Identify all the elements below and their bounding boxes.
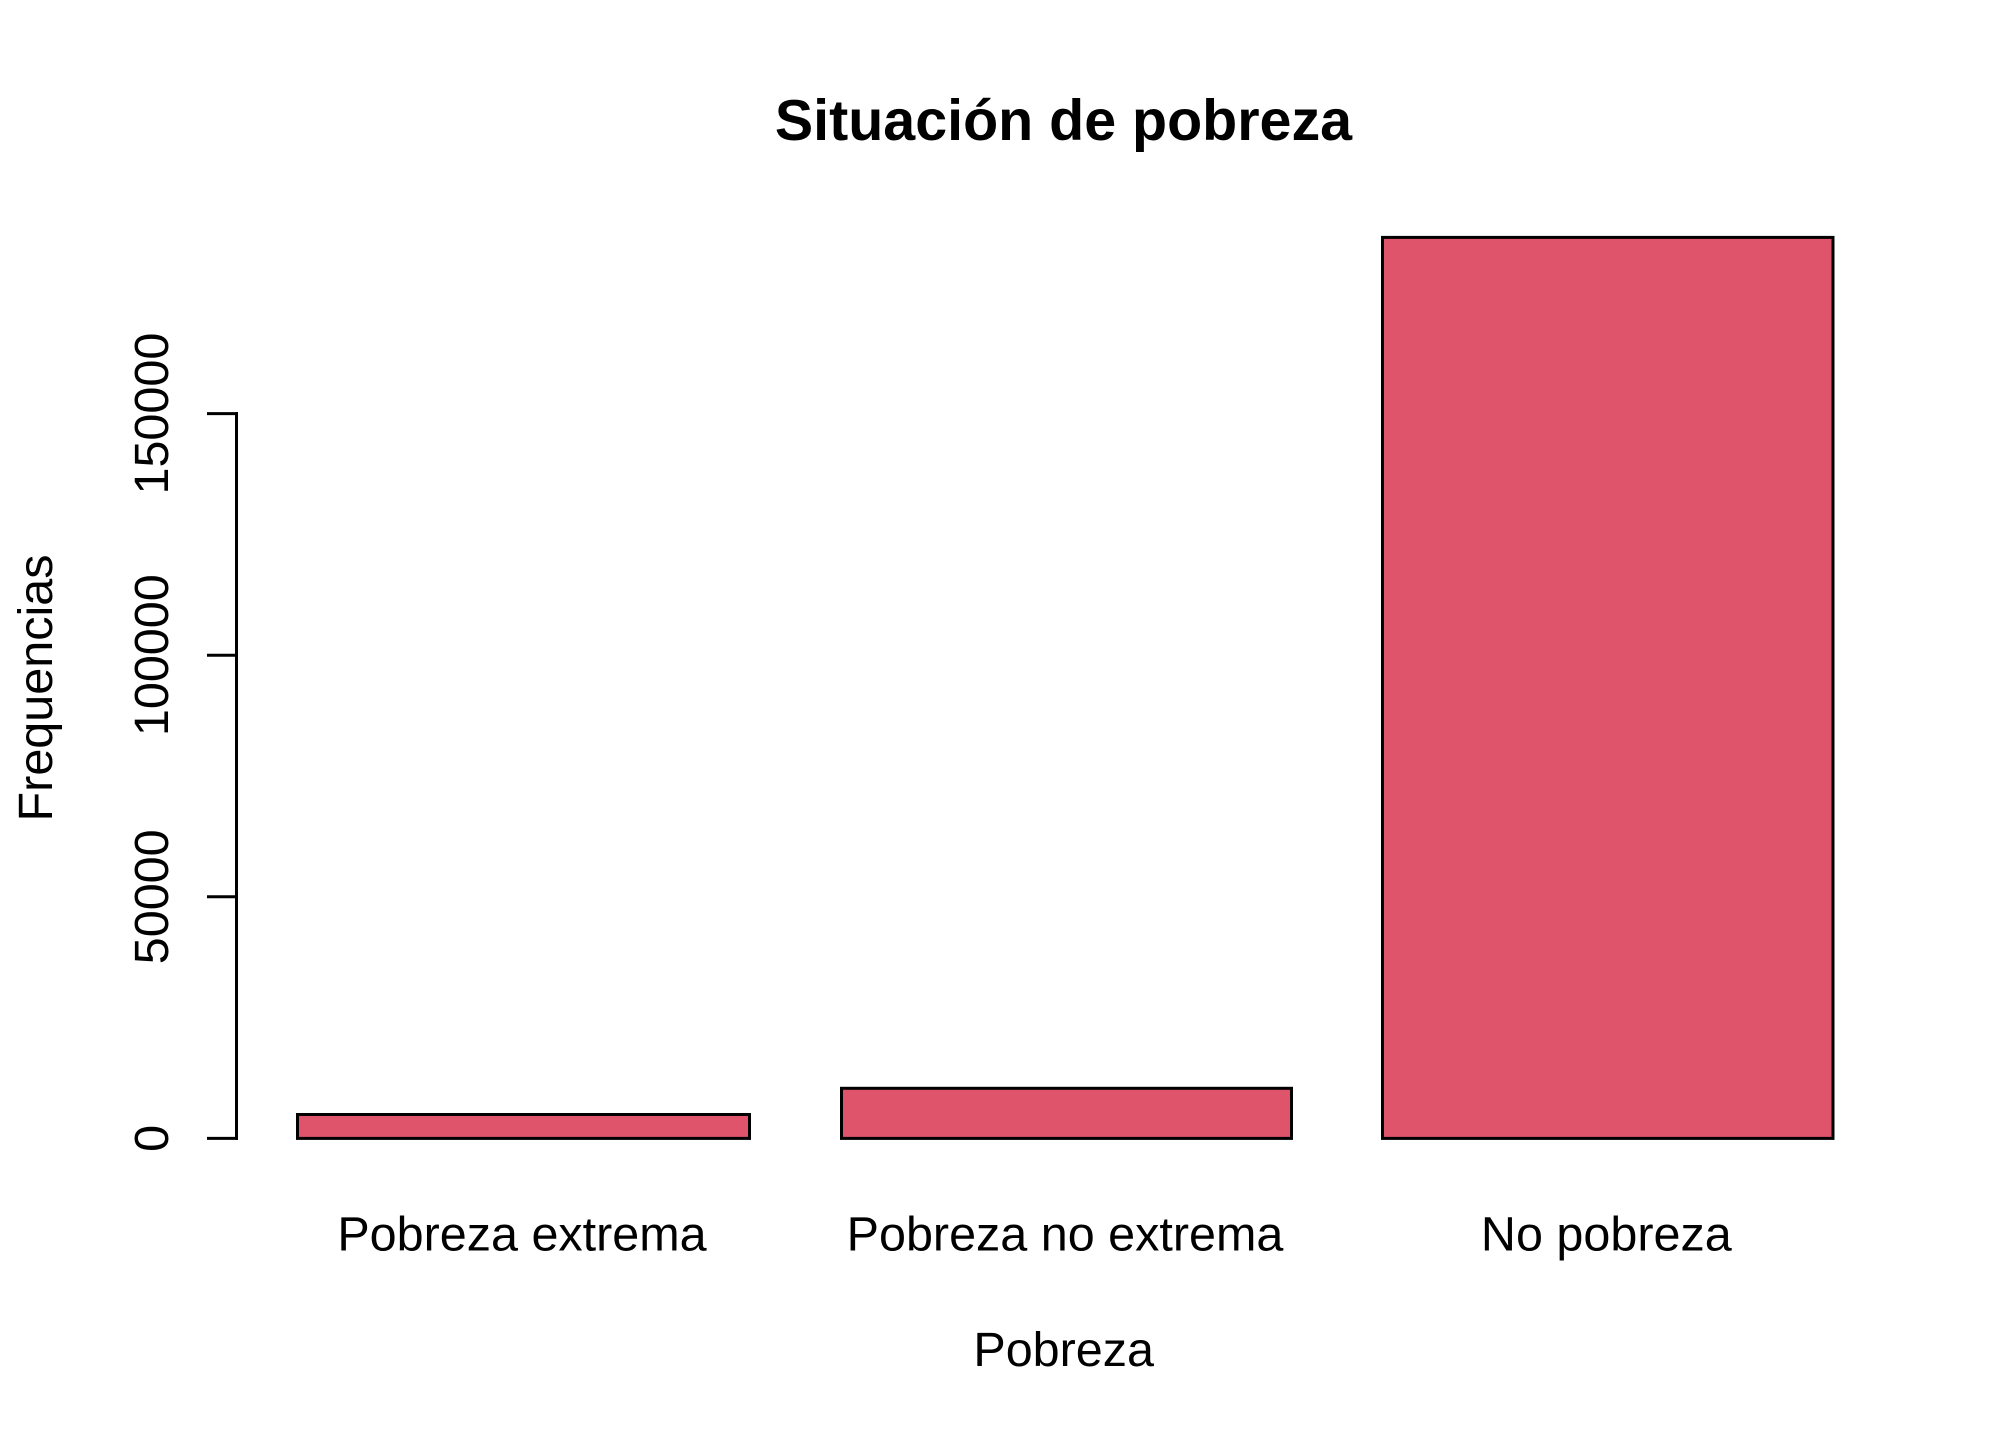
- svg-text:0: 0: [125, 1125, 179, 1152]
- svg-text:Frequencias: Frequencias: [9, 555, 63, 822]
- svg-text:150000: 150000: [125, 333, 179, 495]
- svg-text:Pobreza extrema: Pobreza extrema: [337, 1208, 706, 1262]
- svg-text:Situación de pobreza: Situación de pobreza: [775, 89, 1353, 153]
- svg-text:100000: 100000: [125, 574, 179, 736]
- svg-text:No pobreza: No pobreza: [1481, 1208, 1732, 1262]
- svg-text:Pobreza: Pobreza: [973, 1323, 1154, 1377]
- svg-text:50000: 50000: [125, 829, 179, 964]
- svg-text:Pobreza no extrema: Pobreza no extrema: [847, 1208, 1284, 1262]
